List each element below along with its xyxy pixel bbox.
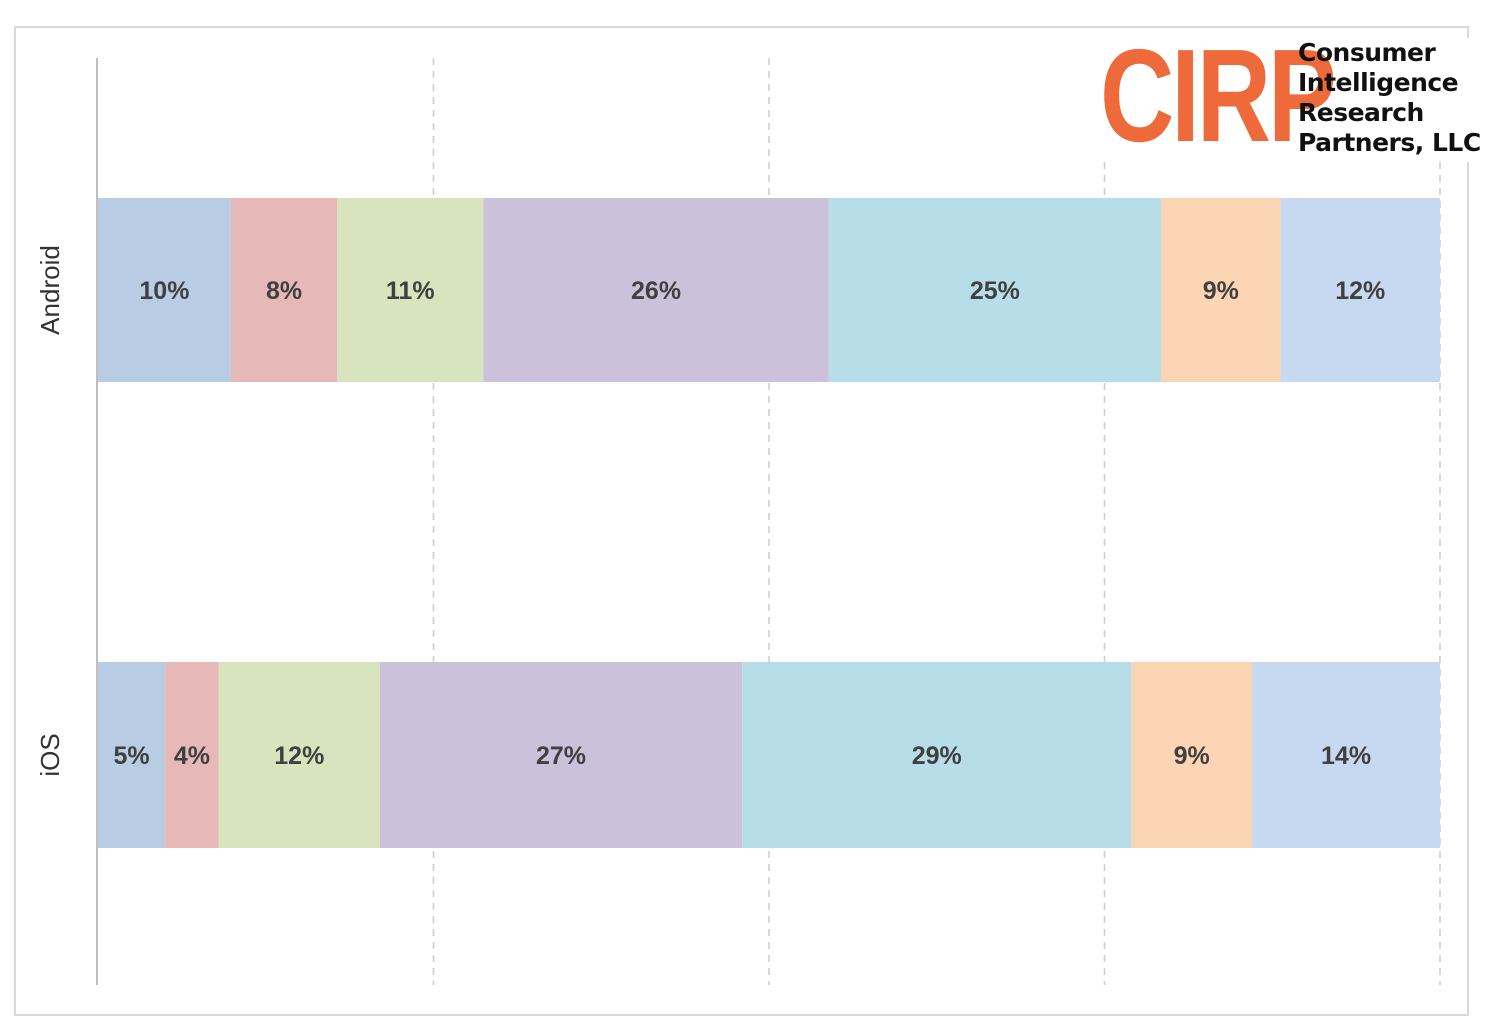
data-label-ios-3: 12% <box>274 742 324 770</box>
data-label-android-3: 11% <box>386 277 435 305</box>
data-label-android-1: 10% <box>139 277 189 305</box>
logo-line-3: Research <box>1298 98 1424 127</box>
bar-android-segment-1 <box>98 198 231 382</box>
data-label-android-5: 25% <box>970 277 1020 305</box>
category-label-ios: iOS <box>35 733 65 776</box>
data-label-android-4: 26% <box>631 277 681 305</box>
bar-ios-segment-3 <box>218 662 380 848</box>
logo-company-name: Consumer Intelligence Research Partners,… <box>1298 38 1481 158</box>
bar-ios-segment-4 <box>379 662 743 848</box>
bar-android-segment-4 <box>483 198 829 382</box>
bar-android-segment-5 <box>828 198 1161 382</box>
data-label-ios-5: 29% <box>912 742 962 770</box>
logo-mark: CIRP <box>1100 22 1337 169</box>
cirp-logo: CIRP Consumer Intelligence Research Part… <box>1100 30 1481 162</box>
data-label-ios-1: 5% <box>113 742 149 770</box>
bar-ios-segment-6 <box>1131 662 1253 848</box>
bar-ios-segment-1 <box>98 662 166 848</box>
data-label-ios-2: 4% <box>174 742 210 770</box>
category-label-android: Android <box>35 245 65 335</box>
logo-line-2: Intelligence <box>1298 68 1459 97</box>
logo-line-1: Consumer <box>1298 38 1436 67</box>
data-label-android-2: 8% <box>266 277 302 305</box>
data-labels: 10% 8% 11% 26% 25% 9% 12% 5% 4% 12% 27% 29% 9% 14% <box>113 277 1385 770</box>
data-label-android-6: 9% <box>1203 277 1239 305</box>
bar-ios-segment-2 <box>165 662 219 848</box>
bars <box>98 198 1440 848</box>
bar-ios-segment-7 <box>1252 662 1440 848</box>
bar-android-segment-3 <box>337 198 484 382</box>
data-label-ios-4: 27% <box>536 742 586 770</box>
bar-android-segment-6 <box>1160 198 1281 382</box>
chart-frame <box>14 26 1469 1016</box>
data-label-android-7: 12% <box>1335 277 1385 305</box>
category-labels: Android iOS <box>35 245 65 776</box>
data-label-ios-7: 14% <box>1321 742 1371 770</box>
data-label-ios-6: 9% <box>1174 742 1210 770</box>
bar-ios-segment-5 <box>742 662 1132 848</box>
bar-android-segment-2 <box>230 198 338 382</box>
bar-android-segment-7 <box>1280 198 1440 382</box>
logo-line-4: Partners, LLC <box>1298 128 1481 157</box>
